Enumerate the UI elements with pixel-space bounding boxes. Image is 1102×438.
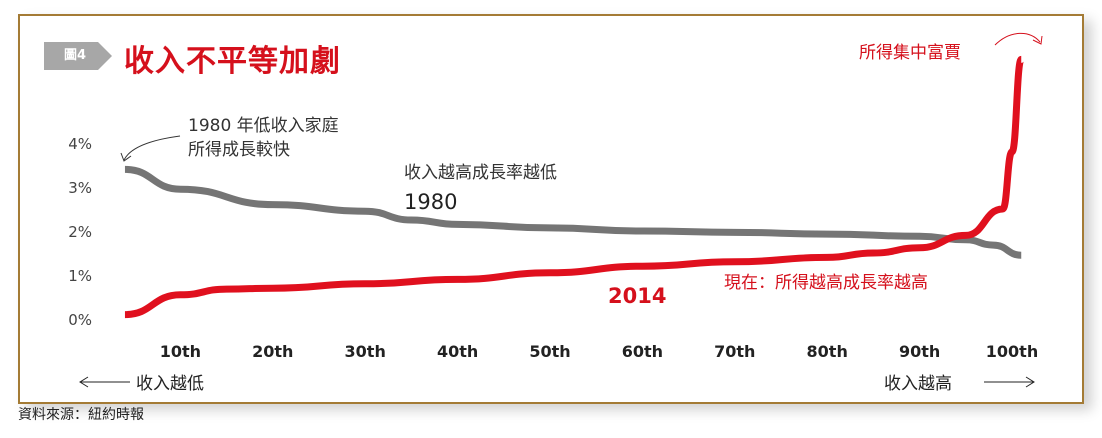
chart-frame: [18, 14, 1084, 404]
annotation-concentrate: 所得集中富賈: [859, 43, 961, 63]
x-tick-label: 100th: [986, 342, 1038, 361]
series-line-2014: [124, 55, 1025, 319]
x-tick-label: 60th: [622, 342, 663, 361]
x-tick-label: 40th: [437, 342, 478, 361]
label-2014: 2014: [608, 284, 666, 308]
arrowhead-icon: [120, 152, 132, 162]
x-tick-label: 30th: [345, 342, 386, 361]
x-tick-label: 10th: [160, 342, 201, 361]
x-tick-label: 50th: [529, 342, 570, 361]
x-tick-label: 80th: [807, 342, 848, 361]
y-tick-label: 2%: [68, 223, 92, 241]
series-line-1980: [124, 165, 1022, 259]
annotation-arrow: [123, 135, 181, 161]
label-1980: 1980: [404, 190, 457, 214]
label-higher-income: 收入越高: [884, 374, 952, 394]
annotation-low-income-1: 1980 年低收入家庭: [188, 116, 339, 136]
y-tick-label: 3%: [68, 179, 92, 197]
x-tick-label: 90th: [899, 342, 940, 361]
label-lower-income: 收入越低: [136, 374, 204, 394]
right-arrow-icon: [1025, 376, 1035, 388]
annotation-arrow-red: [994, 32, 1041, 46]
annotation-higher-lower: 收入越高成長率越低: [404, 163, 557, 183]
figure-badge: 圖4: [44, 42, 112, 70]
source-note: 資料來源：紐約時報: [18, 407, 144, 423]
annotation-now: 現在：所得越高成長率越高: [724, 273, 928, 293]
y-tick-label: 1%: [68, 267, 92, 285]
chart-title: 收入不平等加劇: [124, 44, 341, 79]
left-arrow-icon: [79, 376, 89, 388]
y-tick-label: 0%: [68, 311, 92, 329]
x-tick-label: 70th: [714, 342, 755, 361]
annotation-low-income-2: 所得成長較快: [188, 140, 290, 160]
x-tick-label: 20th: [252, 342, 293, 361]
arrowhead-icon: [1032, 35, 1043, 45]
y-tick-label: 4%: [68, 135, 92, 153]
